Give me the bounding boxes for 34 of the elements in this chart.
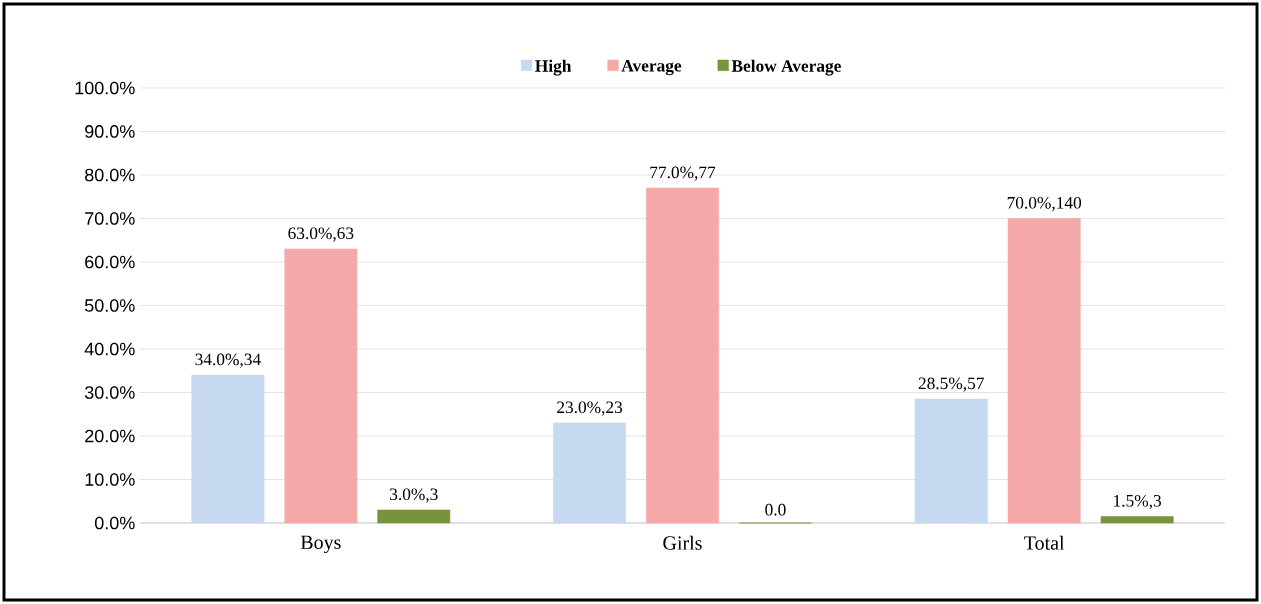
data-label: 34.0%,34	[195, 353, 261, 368]
bar	[284, 248, 358, 524]
data-label: 70.0%,140	[1007, 196, 1082, 212]
bar	[377, 509, 451, 524]
y-tick-label: 100.0%	[75, 81, 135, 95]
bar	[1007, 218, 1081, 524]
y-tick-label: 30.0%	[84, 386, 135, 399]
x-tick-label: Total	[1024, 535, 1065, 550]
y-tick-label: 70.0%	[85, 212, 135, 225]
data-label: 28.5%,57	[918, 377, 984, 392]
y-tick-label: 10.0%	[85, 473, 135, 486]
data-label: 0.0	[765, 503, 786, 516]
bar	[553, 422, 626, 524]
y-tick-label: 40.0%	[84, 342, 135, 356]
y-tick-label: 0.0%	[94, 516, 135, 530]
data-label: 77.0%,77	[650, 166, 716, 181]
legend-label: High	[535, 59, 572, 76]
data-label: 1.5%,3	[1114, 494, 1161, 510]
y-tick-label: 90.0%	[85, 125, 135, 138]
bar	[1100, 516, 1174, 524]
bar	[191, 374, 265, 524]
data-label: 3.0%,3	[390, 488, 438, 503]
y-tick-label: 20.0%	[85, 429, 135, 443]
x-tick-label: Girls	[663, 535, 702, 550]
data-label: 23.0%,23	[557, 401, 623, 416]
legend-label: Average	[621, 59, 682, 76]
data-label: 63.0%,63	[288, 227, 354, 242]
bar	[914, 398, 988, 524]
y-tick-label: 50.0%	[84, 299, 135, 312]
x-tick-label: Boys	[300, 535, 341, 554]
bar	[646, 187, 719, 524]
legend-label: Below Average	[731, 59, 841, 76]
y-tick-label: 60.0%	[85, 255, 135, 269]
y-tick-label: 80.0%	[85, 168, 135, 182]
